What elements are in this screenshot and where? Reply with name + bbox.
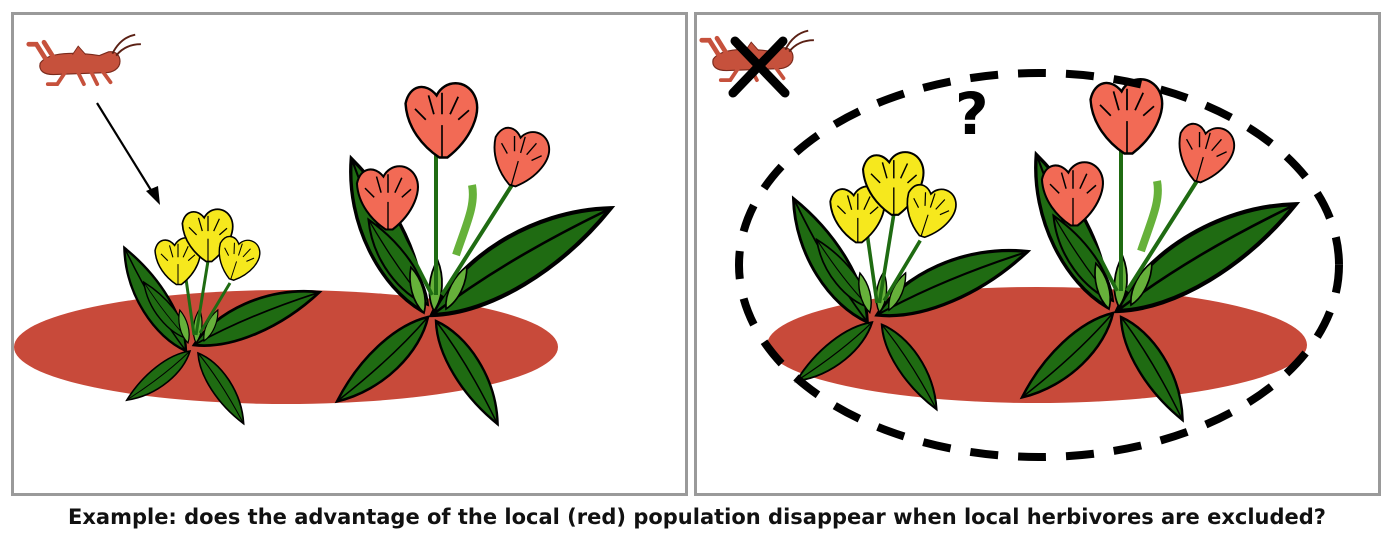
question-mark: ? [955, 80, 989, 148]
left-scene [14, 15, 685, 493]
left-panel [11, 12, 688, 496]
right-panel: ? [694, 12, 1381, 496]
exclusion-ellipse [735, 69, 1343, 461]
herbivore-icon [29, 35, 141, 84]
arrow-icon [96, 102, 160, 205]
right-scene [697, 15, 1343, 461]
large-red-plant [327, 83, 624, 431]
exclusion-x-icon [728, 36, 790, 98]
caption: Example: does the advantage of the local… [68, 505, 1326, 529]
